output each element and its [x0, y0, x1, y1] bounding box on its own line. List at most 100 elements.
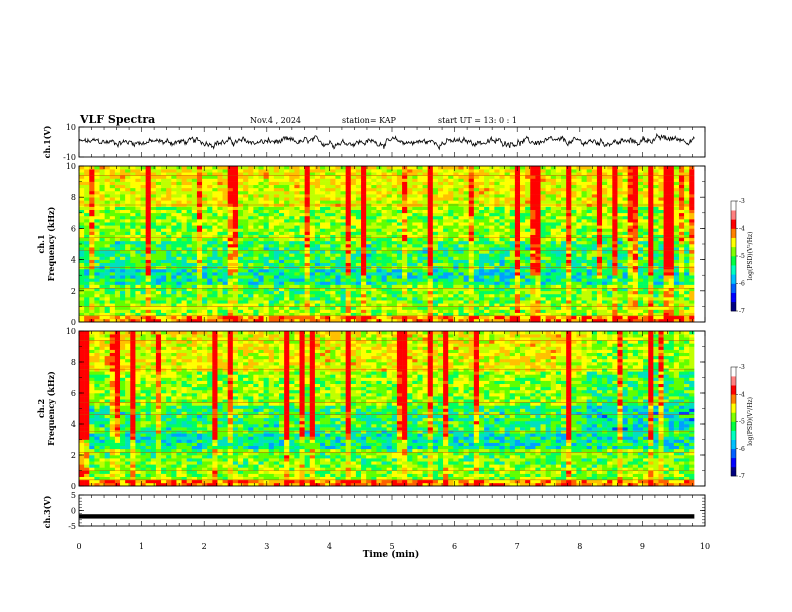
spectrogram-cell — [689, 225, 695, 229]
spectrogram-cell — [504, 287, 511, 292]
spectrogram-cell — [412, 250, 418, 254]
spectrogram-cell — [612, 253, 618, 257]
spectrogram-cell — [355, 306, 362, 310]
spectrogram-cell — [135, 206, 141, 210]
spectrogram-cell — [232, 262, 239, 267]
spectrogram-cell — [125, 206, 131, 210]
spectrogram-cell — [355, 244, 362, 248]
spectrogram-cell — [330, 275, 336, 279]
spectrogram-cell — [314, 194, 321, 198]
spectrogram-cell — [325, 284, 331, 288]
spectrogram-cell — [412, 219, 418, 223]
spectrogram-cell — [473, 253, 480, 257]
spectrogram-cell — [258, 293, 264, 298]
spectrogram-cell — [243, 234, 249, 239]
spectrogram-cell — [355, 231, 362, 235]
spectrogram-cell — [248, 240, 254, 245]
spectrogram-cell — [161, 268, 167, 273]
spectrogram-cell — [278, 309, 285, 313]
spectrogram-cell — [294, 297, 300, 301]
spectrogram-cell — [555, 275, 562, 279]
spectrogram-cell — [586, 287, 593, 292]
spectrogram-cell — [499, 206, 505, 210]
spectrogram-cell — [217, 309, 223, 313]
spectrogram-cell — [120, 194, 126, 198]
spectrogram-cell — [135, 297, 141, 301]
spectrogram-cell — [309, 253, 316, 257]
spectrogram-cell — [207, 215, 213, 220]
spectrogram-cell — [489, 315, 495, 320]
spectrogram-cell — [361, 278, 367, 282]
spectrogram-cell — [366, 219, 372, 223]
spectrogram-cell — [135, 215, 141, 220]
spectrogram-cell — [284, 222, 290, 226]
spectrogram-cell — [130, 256, 136, 260]
spectrogram-cell — [381, 290, 387, 295]
spectrogram-cell — [596, 268, 603, 273]
spectrogram-cell — [663, 272, 670, 276]
spectrogram-cell — [325, 237, 331, 242]
spectrogram-cell — [309, 297, 316, 301]
spectrogram-cell — [79, 247, 85, 251]
spectrogram-cell — [632, 275, 639, 279]
spectrogram-cell — [422, 318, 428, 323]
spectrogram-cell — [217, 231, 223, 235]
spectrogram-cell — [663, 278, 670, 282]
spectrogram-cell — [684, 300, 690, 304]
spectrogram-cell — [596, 256, 603, 260]
spectrogram-cell — [586, 247, 593, 251]
spectrogram-cell — [489, 303, 495, 307]
spectrogram-cell — [335, 315, 341, 320]
spectrogram-cell — [489, 222, 495, 226]
spectrogram-cell — [263, 219, 270, 223]
spectrogram-cell — [176, 219, 182, 223]
spectrogram-cell — [412, 253, 418, 257]
spectrogram-cell — [437, 253, 444, 257]
spectrogram-cell — [278, 306, 285, 310]
spectrogram-cell — [571, 293, 577, 298]
spectrogram-cell — [673, 259, 680, 264]
spectrogram-cell — [530, 293, 536, 298]
spectrogram-cell — [658, 253, 664, 257]
spectrogram-cell — [422, 300, 428, 304]
spectrogram-cell — [171, 275, 177, 279]
spectrogram-cell — [391, 275, 398, 279]
spectrogram-cell — [448, 306, 454, 310]
spectrogram-cell — [84, 303, 90, 307]
spectrogram-cell — [207, 293, 213, 298]
spectrogram-cell — [181, 209, 187, 214]
spectrogram-cell — [458, 303, 464, 307]
spectrogram-cell — [504, 284, 511, 288]
spectrogram-cell — [422, 290, 428, 295]
spectrogram-cell — [371, 200, 377, 204]
spectrogram-cell — [150, 312, 157, 317]
spectrogram-cell — [196, 306, 203, 310]
spectrogram-cell — [525, 306, 531, 310]
spectrogram-cell — [186, 281, 193, 285]
spectrogram-cell — [243, 262, 249, 267]
spectrogram-cell — [237, 306, 244, 310]
spectrogram-cell — [612, 240, 618, 245]
spectrogram-cell — [130, 237, 136, 242]
spectrogram-cell — [396, 284, 403, 288]
spectrogram-cell — [627, 306, 634, 310]
spectrogram-cell — [484, 209, 490, 214]
spectrogram-cell — [648, 318, 654, 323]
spectrogram-cell — [443, 315, 449, 320]
spectrogram-cell — [417, 268, 423, 273]
spectrogram-cell — [494, 225, 500, 229]
spectrogram-cell — [84, 281, 90, 285]
spectrogram-cell — [196, 312, 203, 317]
spectrogram-cell — [94, 281, 100, 285]
date-label: Nov.4 , 2024 — [250, 116, 301, 125]
spectrogram-cell — [571, 206, 577, 210]
spectrogram-cell — [448, 281, 454, 285]
spectrogram-cell — [196, 272, 203, 276]
spectrogram-cell — [602, 215, 608, 220]
spectrogram-cell — [463, 297, 470, 301]
spectrogram-cell — [545, 318, 552, 323]
spectrogram-cell — [355, 206, 362, 210]
spectrogram-cell — [94, 272, 100, 276]
spectrogram-cell — [514, 259, 521, 264]
